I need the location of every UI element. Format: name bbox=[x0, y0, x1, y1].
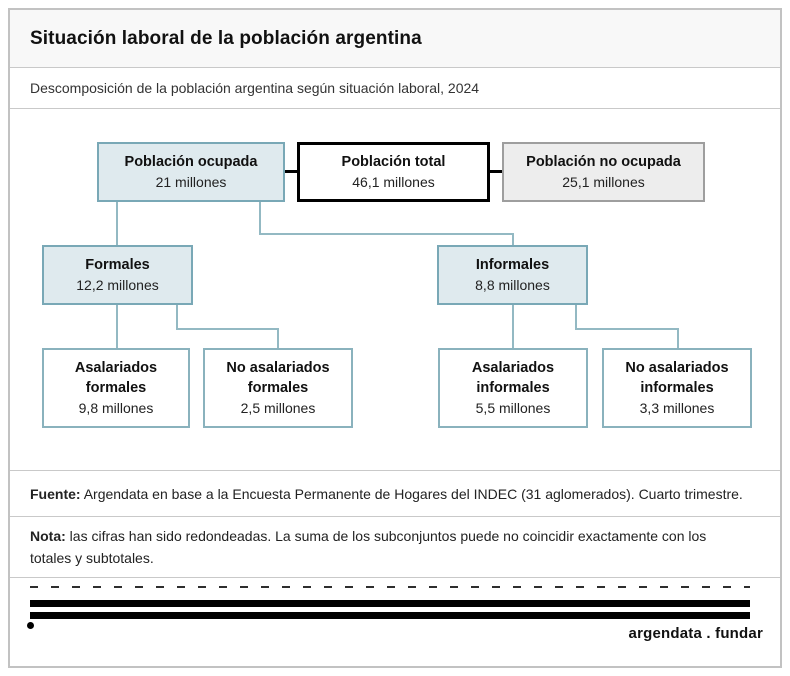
node-value: 21 millones bbox=[155, 174, 227, 190]
connector-informales-asalariados bbox=[512, 305, 514, 349]
note-text: Nota: las cifras han sido redondeadas. L… bbox=[30, 525, 735, 569]
connector-ocupada-total bbox=[285, 170, 297, 173]
connector-informales-noasal-down bbox=[677, 328, 679, 349]
node-value: 3,3 millones bbox=[639, 400, 715, 416]
node-label: Formales bbox=[85, 257, 150, 273]
node-asalariados-formales: Asalariados formales 9,8 millones bbox=[42, 348, 190, 428]
brand-bar-top bbox=[30, 600, 750, 607]
connector-ocupada-formales bbox=[116, 202, 118, 246]
brand-bar-bottom bbox=[30, 612, 750, 619]
note-label: Nota: bbox=[30, 528, 66, 544]
node-asalariados-informales: Asalariados informales 5,5 millones bbox=[438, 348, 588, 428]
note-body: las cifras han sido redondeadas. La suma… bbox=[30, 528, 707, 566]
source-text: Fuente: Argendata en base a la Encuesta … bbox=[30, 483, 743, 505]
node-poblacion-total: Población total 46,1 millones bbox=[297, 142, 490, 202]
node-value: 5,5 millones bbox=[475, 400, 551, 416]
node-label: Población ocupada bbox=[124, 154, 258, 170]
title-bar: Situación laboral de la población argent… bbox=[10, 10, 780, 68]
connector-informales-noasal-drop bbox=[575, 305, 577, 330]
node-label: Asalariados informales bbox=[471, 360, 555, 396]
connector-formales-noasal-down bbox=[277, 328, 279, 349]
node-no-asalariados-informales: No asalariados informales 3,3 millones bbox=[602, 348, 752, 428]
node-poblacion-no-ocupada: Población no ocupada 25,1 millones bbox=[502, 142, 705, 202]
connector-ocupada-informales-drop bbox=[259, 202, 261, 235]
node-label: Asalariados formales bbox=[74, 360, 158, 396]
node-label: Población total bbox=[341, 154, 446, 170]
node-formales: Formales 12,2 millones bbox=[42, 245, 193, 305]
node-label: Población no ocupada bbox=[526, 154, 681, 170]
brand-dashed-line bbox=[30, 586, 750, 588]
source-bar: Fuente: Argendata en base a la Encuesta … bbox=[10, 471, 780, 517]
node-label: No asalariados formales bbox=[226, 360, 330, 396]
decomposition-tree: Población ocupada 21 millones Población … bbox=[10, 109, 780, 471]
connector-total-no-ocupada bbox=[490, 170, 502, 173]
node-informales: Informales 8,8 millones bbox=[437, 245, 588, 305]
note-bar: Nota: las cifras han sido redondeadas. L… bbox=[10, 517, 780, 578]
page-title: Situación laboral de la población argent… bbox=[30, 27, 422, 49]
node-value: 12,2 millones bbox=[76, 277, 159, 293]
node-value: 46,1 millones bbox=[352, 174, 435, 190]
connector-informales-noasal-across bbox=[575, 328, 679, 330]
brand-wordmark: argendata . fundar bbox=[628, 625, 763, 642]
connector-formales-noasal-across bbox=[176, 328, 279, 330]
source-label: Fuente: bbox=[30, 485, 81, 502]
node-label: Informales bbox=[475, 257, 550, 273]
node-value: 8,8 millones bbox=[475, 277, 550, 293]
source-body: Argendata en base a la Encuesta Permanen… bbox=[83, 485, 743, 502]
connector-ocupada-informales-down bbox=[512, 233, 514, 247]
brand-dot bbox=[27, 622, 34, 629]
subtitle-bar: Descomposición de la población argentina… bbox=[10, 68, 780, 109]
node-value: 25,1 millones bbox=[562, 174, 645, 190]
brand-footer: argendata . fundar bbox=[10, 578, 780, 666]
node-value: 9,8 millones bbox=[78, 400, 154, 416]
page-subtitle: Descomposición de la población argentina… bbox=[30, 80, 480, 96]
node-poblacion-ocupada: Población ocupada 21 millones bbox=[97, 142, 285, 202]
connector-formales-asalariados bbox=[116, 305, 118, 349]
connector-ocupada-informales-across bbox=[259, 233, 514, 235]
node-no-asalariados-formales: No asalariados formales 2,5 millones bbox=[203, 348, 353, 428]
node-label: No asalariados informales bbox=[625, 360, 729, 396]
connector-formales-noasal-drop bbox=[176, 305, 178, 330]
node-value: 2,5 millones bbox=[240, 400, 316, 416]
